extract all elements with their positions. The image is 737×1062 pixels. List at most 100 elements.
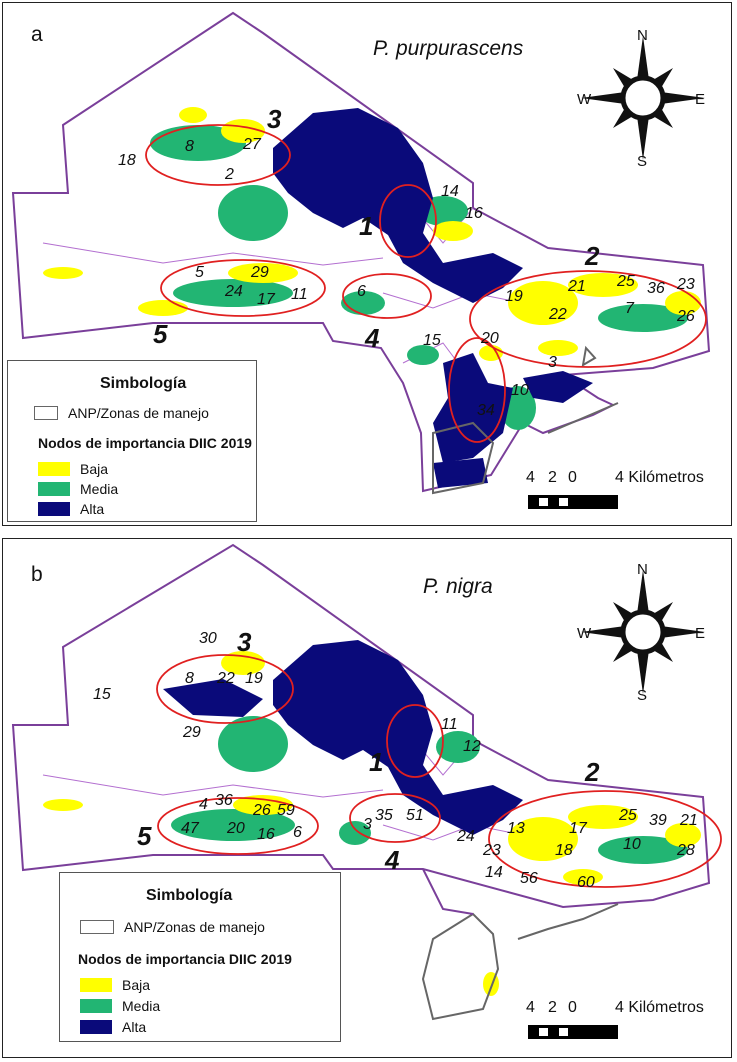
node-label: 29 <box>250 264 269 281</box>
node-label: 17 <box>569 820 588 837</box>
compass-s: S <box>637 687 647 704</box>
node-label: 19 <box>505 288 523 305</box>
node-label: 34 <box>477 402 495 419</box>
anp-swatch <box>80 920 114 934</box>
node-label: 16 <box>257 826 275 843</box>
media-nodes <box>171 687 688 864</box>
node-label: 5 <box>195 264 204 281</box>
legend-class-baja: Baja <box>38 461 108 477</box>
alta-swatch <box>80 1020 112 1034</box>
node-label: 22 <box>548 306 567 323</box>
node-label: 36 <box>215 792 233 809</box>
media-swatch <box>38 482 70 496</box>
node-label: 11 <box>291 286 308 303</box>
node-label: 18 <box>118 152 136 169</box>
node-label: 60 <box>577 874 595 891</box>
legend-class-baja: Baja <box>80 977 150 993</box>
node-label: 24 <box>456 828 475 845</box>
node-label: 8 <box>185 670 194 687</box>
zone-number: 2 <box>584 241 600 271</box>
compass-s: S <box>637 153 647 170</box>
node-label: 3 <box>363 816 372 833</box>
legend-class-label: Media <box>80 481 119 497</box>
zone-number: 5 <box>153 319 168 349</box>
legend-class-media: Media <box>80 998 160 1014</box>
alta-nodes <box>163 640 523 835</box>
node-label: 12 <box>463 738 481 755</box>
baja-swatch <box>38 462 70 476</box>
baja-swatch <box>80 978 112 992</box>
scale-tick: 2 <box>548 999 557 1016</box>
node-label: 51 <box>406 807 424 824</box>
node-label: 26 <box>252 802 271 819</box>
node-label: 26 <box>676 308 695 325</box>
zone-number: 2 <box>584 757 600 787</box>
scale-bar <box>528 1025 618 1039</box>
zone-ellipses <box>145 124 707 443</box>
node-label: 17 <box>257 291 276 308</box>
scale-tick: 0 <box>568 469 577 486</box>
node-label: 2 <box>224 166 234 183</box>
node-label: 21 <box>679 812 698 829</box>
anp-outlines <box>421 903 619 1021</box>
node-label: 16 <box>465 205 483 222</box>
node-label: 27 <box>242 136 262 153</box>
panel-letter: b <box>31 563 43 586</box>
node-label: 11 <box>441 716 458 733</box>
node-label: 59 <box>277 802 295 819</box>
node-label: 23 <box>676 276 695 293</box>
node-label: 10 <box>623 836 641 853</box>
node-label: 4 <box>199 796 208 813</box>
node-label: 14 <box>441 183 459 200</box>
species-title: P. nigra <box>423 575 493 598</box>
compass-n: N <box>637 561 648 578</box>
node-label: 28 <box>676 842 695 859</box>
node-label: 25 <box>618 807 637 824</box>
map-legend: Simbología ANP/Zonas de manejo Nodos de … <box>7 360 257 522</box>
media-swatch <box>80 999 112 1013</box>
map-legend: Simbología ANP/Zonas de manejo Nodos de … <box>59 872 341 1042</box>
node-label: 13 <box>507 820 525 837</box>
compass-w: W <box>577 91 592 108</box>
node-label: 10 <box>511 382 529 399</box>
node-label: 36 <box>647 280 665 297</box>
species-title: P. purpurascens <box>373 37 524 60</box>
zone-number: 5 <box>137 821 152 851</box>
legend-class-label: Alta <box>80 501 105 517</box>
zone-number: 4 <box>384 845 400 875</box>
node-label: 22 <box>216 670 235 687</box>
node-label: 6 <box>357 283 366 300</box>
node-label: 21 <box>567 278 586 295</box>
zone-number: 3 <box>237 627 252 657</box>
node-label: 6 <box>293 824 302 841</box>
baja-nodes <box>43 651 701 996</box>
node-label: 20 <box>480 330 499 347</box>
anp-outlines <box>432 345 619 495</box>
legend-class-alta: Alta <box>80 1019 146 1035</box>
node-label: 7 <box>625 300 635 317</box>
node-label: 23 <box>482 842 501 859</box>
legend-anp-label: ANP/Zonas de manejo <box>68 405 209 421</box>
map-panel-b: 3 1 2 4 5 30 15 8 22 19 29 11 12 4 36 26… <box>2 538 732 1058</box>
alta-nodes <box>273 108 593 488</box>
north-arrow-icon <box>581 570 705 694</box>
legend-class-label: Media <box>122 998 161 1014</box>
compass-e: E <box>695 625 705 642</box>
node-label: 29 <box>182 724 201 741</box>
compass-e: E <box>695 91 705 108</box>
map-panel-a: 3 1 2 4 5 18 8 27 2 14 16 5 29 24 17 11 … <box>2 2 732 526</box>
map-canvas-a: 3 1 2 4 5 18 8 27 2 14 16 5 29 24 17 11 … <box>11 11 711 509</box>
node-label: 35 <box>375 807 393 824</box>
node-label: 56 <box>520 870 538 887</box>
node-label: 39 <box>649 812 667 829</box>
legend-title: Simbología <box>100 375 187 392</box>
node-label: 20 <box>226 820 245 837</box>
compass-n: N <box>637 27 648 44</box>
scale-tick: 2 <box>548 469 557 486</box>
panel-letter: a <box>31 23 43 46</box>
node-label: 14 <box>485 864 503 881</box>
zone-number: 4 <box>364 323 380 353</box>
legend-class-media: Media <box>38 481 118 497</box>
zone-ellipses <box>156 654 722 888</box>
compass-w: W <box>577 625 592 642</box>
